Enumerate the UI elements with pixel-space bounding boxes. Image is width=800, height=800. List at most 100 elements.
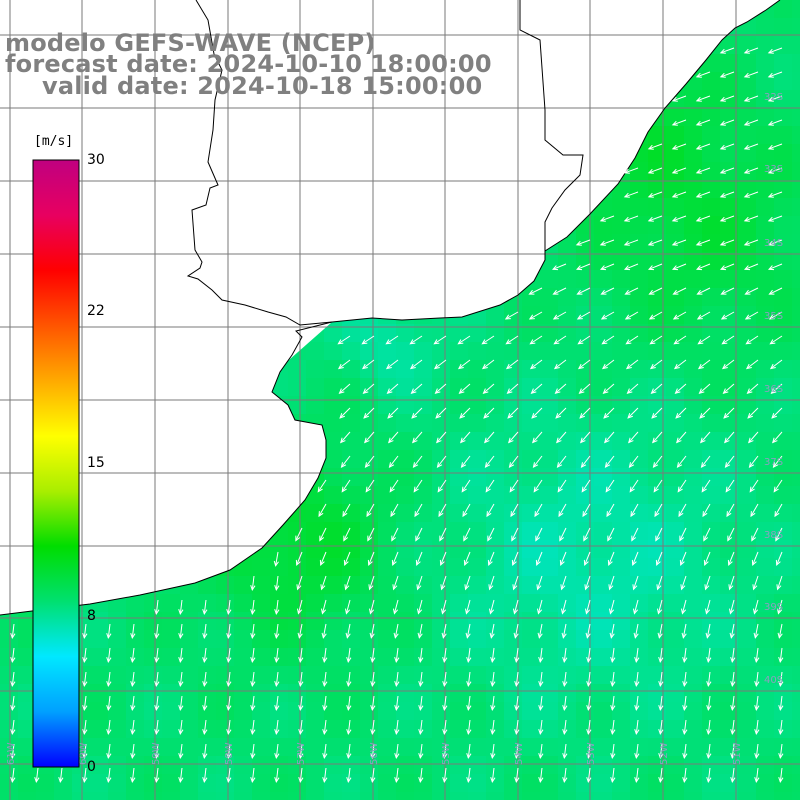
- wind-arrow: [562, 671, 568, 688]
- wind-arrow: [649, 359, 663, 370]
- wind-arrow: [298, 767, 304, 784]
- wind-arrow: [482, 383, 495, 394]
- wind-arrow: [488, 575, 495, 591]
- wind-arrow: [672, 287, 687, 295]
- wind-arrow: [719, 71, 735, 78]
- wind-arrow: [202, 695, 208, 712]
- wind-arrow: [178, 671, 184, 688]
- wind-arrow: [490, 719, 496, 736]
- wind-arrow: [767, 167, 783, 174]
- wind-arrow: [695, 263, 711, 271]
- wind-arrow: [346, 695, 352, 712]
- wind-arrow: [391, 551, 399, 567]
- wind-arrow: [389, 479, 399, 493]
- wind-arrow: [730, 695, 736, 712]
- wind-arrow: [298, 743, 304, 760]
- wind-arrow: [743, 47, 759, 54]
- wind-arrow: [634, 719, 640, 736]
- colorbar-tick-8: 8: [87, 608, 96, 624]
- wind-arrow: [463, 527, 471, 542]
- wind-arrow: [457, 359, 471, 370]
- land-area-southwest: [0, 0, 332, 615]
- wind-arrow: [584, 575, 591, 591]
- wind-arrow: [440, 575, 447, 591]
- wind-arrow: [344, 599, 351, 615]
- wind-arrow: [704, 575, 711, 591]
- wind-arrow: [511, 551, 519, 567]
- wind-arrow: [578, 383, 591, 394]
- wind-arrow: [730, 719, 736, 736]
- latitude-label: 33S: [764, 164, 783, 175]
- wind-arrow: [130, 623, 136, 640]
- wind-arrow: [654, 503, 663, 518]
- wind-arrow: [744, 287, 759, 295]
- wind-arrow: [634, 671, 640, 688]
- longitude-label: 51W: [732, 742, 743, 765]
- wind-arrow: [433, 335, 447, 345]
- wind-arrow: [562, 647, 568, 664]
- wind-arrow: [773, 479, 783, 493]
- wind-arrow: [682, 647, 688, 664]
- wind-arrow: [647, 263, 663, 271]
- wind-arrow: [295, 527, 303, 542]
- wind-arrow: [747, 407, 759, 419]
- wind-arrow: [719, 119, 735, 126]
- wind-arrow: [413, 479, 423, 493]
- wind-arrow: [342, 503, 351, 518]
- wind-arrow: [671, 191, 687, 198]
- wind-arrow: [295, 551, 303, 567]
- wind-arrow: [778, 719, 784, 736]
- wind-arrow: [364, 455, 375, 469]
- wind-arrow: [418, 743, 424, 760]
- latitude-label: 32S: [764, 92, 783, 103]
- wind-arrow: [338, 383, 351, 394]
- wind-arrow: [509, 479, 519, 493]
- wind-arrow: [10, 695, 16, 712]
- wind-arrow: [510, 503, 519, 518]
- wind-arrow: [440, 599, 447, 615]
- wind-arrow: [610, 671, 616, 688]
- wind-arrow: [652, 431, 663, 444]
- wind-arrow: [538, 671, 544, 688]
- wind-arrow: [610, 695, 616, 712]
- wind-arrow: [274, 719, 280, 736]
- wind-arrow: [442, 695, 448, 712]
- wind-arrow: [250, 599, 256, 616]
- latitude-label: 37S: [764, 457, 783, 468]
- wind-arrow: [753, 623, 759, 639]
- wind-arrow: [631, 551, 639, 567]
- wind-arrow: [460, 431, 471, 444]
- wind-arrow: [385, 335, 399, 345]
- wind-arrow: [580, 431, 591, 444]
- wind-arrow: [512, 575, 519, 591]
- wind-arrow: [535, 551, 543, 567]
- wind-arrow: [702, 503, 711, 518]
- wind-arrow: [226, 767, 232, 784]
- wind-arrow: [700, 431, 711, 444]
- wind-arrow: [250, 575, 256, 592]
- wind-arrow: [647, 167, 663, 174]
- wind-arrow: [528, 311, 543, 320]
- wind-arrow: [488, 599, 495, 615]
- wind-arrow: [274, 743, 280, 760]
- wind-arrow: [671, 215, 687, 222]
- wind-arrow: [632, 599, 639, 615]
- wind-arrow: [679, 527, 687, 542]
- wind-arrow: [553, 359, 567, 370]
- wind-arrow: [658, 647, 664, 664]
- wind-arrow: [603, 407, 615, 419]
- wind-arrow: [391, 527, 399, 542]
- wind-arrow: [719, 143, 735, 150]
- wind-arrow: [437, 479, 447, 493]
- wind-arrow: [558, 503, 567, 518]
- wind-arrow: [538, 695, 544, 712]
- wind-arrow: [751, 527, 759, 542]
- wind-arrow: [624, 287, 639, 295]
- wind-arrow: [538, 719, 544, 736]
- wind-arrow: [680, 599, 687, 615]
- wind-arrow: [679, 551, 687, 567]
- wind-arrow: [724, 431, 735, 444]
- wind-arrow: [320, 575, 327, 591]
